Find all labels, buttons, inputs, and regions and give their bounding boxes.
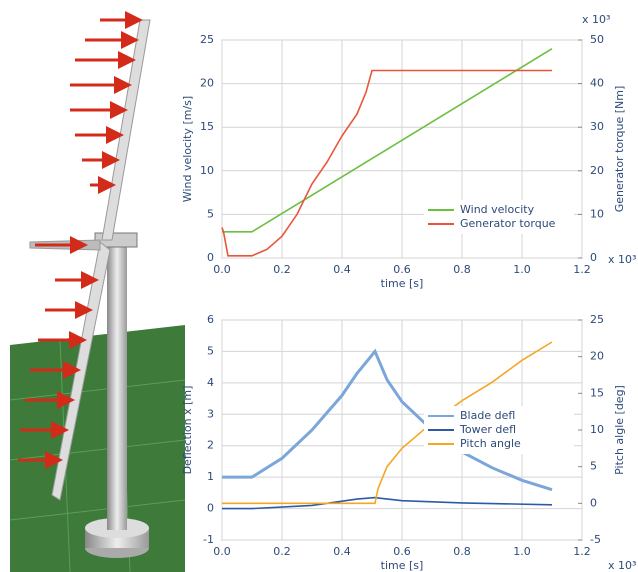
y2-tick-label: 10 [590, 207, 604, 220]
y2-axis-label: Pitch algle [deg] [613, 385, 626, 475]
y2-tick-label: 50 [590, 33, 604, 46]
y2-tick-label: 40 [590, 77, 604, 90]
x-tick-label: 0.4 [333, 545, 351, 558]
x-tick-label: 0.2 [273, 545, 291, 558]
x-multiplier: x 10³ [608, 559, 636, 572]
legend-label: Wind velocity [460, 203, 535, 216]
y-tick-label: 20 [200, 77, 214, 90]
y-axis-label: Wind velocity [m/s] [181, 96, 194, 202]
y2-tick-label: 20 [590, 350, 604, 363]
y-tick-label: 0 [207, 502, 214, 515]
y-tick-label: 6 [207, 313, 214, 326]
legend-label: Blade defl [460, 409, 515, 422]
y2-axis-label: Generator torque [Nm] [613, 86, 626, 212]
legend-label: Pitch angle [460, 437, 521, 450]
x-tick-label: 0.0 [213, 263, 231, 276]
x-tick-label: 0.8 [453, 545, 471, 558]
x-axis-label: time [s] [381, 277, 424, 290]
y-tick-label: 10 [200, 164, 214, 177]
y-tick-label: 3 [207, 407, 214, 420]
y2-tick-label: 5 [590, 460, 597, 473]
x-axis-label: time [s] [381, 559, 424, 572]
y-tick-label: 15 [200, 120, 214, 133]
x-tick-label: 1.2 [573, 263, 591, 276]
y-axis-label: Deflection x [m] [181, 386, 194, 475]
y-tick-label: 1 [207, 470, 214, 483]
x-tick-label: 0.6 [393, 545, 411, 558]
y2-tick-label: 30 [590, 120, 604, 133]
y-tick-label: 25 [200, 33, 214, 46]
legend-label: Tower defl [459, 423, 516, 436]
x-tick-label: 0.0 [213, 545, 231, 558]
x-tick-label: 1.0 [513, 545, 531, 558]
figure: 0.00.20.40.60.81.01.20510152025010203040… [0, 0, 638, 572]
x-tick-label: 1.0 [513, 263, 531, 276]
y2-tick-label: 25 [590, 313, 604, 326]
x-tick-label: 0.6 [393, 263, 411, 276]
y-tick-label: 2 [207, 439, 214, 452]
y-tick-label: 0 [207, 251, 214, 264]
y2-tick-label: 15 [590, 386, 604, 399]
y-tick-label: 4 [207, 376, 214, 389]
y2-tick-label: 0 [590, 251, 597, 264]
y-tick-label: 5 [207, 344, 214, 357]
x-tick-label: 0.4 [333, 263, 351, 276]
y2-multiplier: x 10³ [582, 13, 610, 26]
y2-tick-label: 20 [590, 164, 604, 177]
x-tick-label: 1.2 [573, 545, 591, 558]
y-tick-label: 5 [207, 207, 214, 220]
legend-label: Generator torque [460, 217, 556, 230]
x-tick-label: 0.8 [453, 263, 471, 276]
y2-tick-label: -5 [590, 533, 601, 546]
turbine-render [10, 20, 185, 572]
x-tick-label: 0.2 [273, 263, 291, 276]
y-tick-label: -1 [203, 533, 214, 546]
y2-tick-label: 0 [590, 496, 597, 509]
x-multiplier: x 10³ [608, 253, 636, 266]
y2-tick-label: 10 [590, 423, 604, 436]
